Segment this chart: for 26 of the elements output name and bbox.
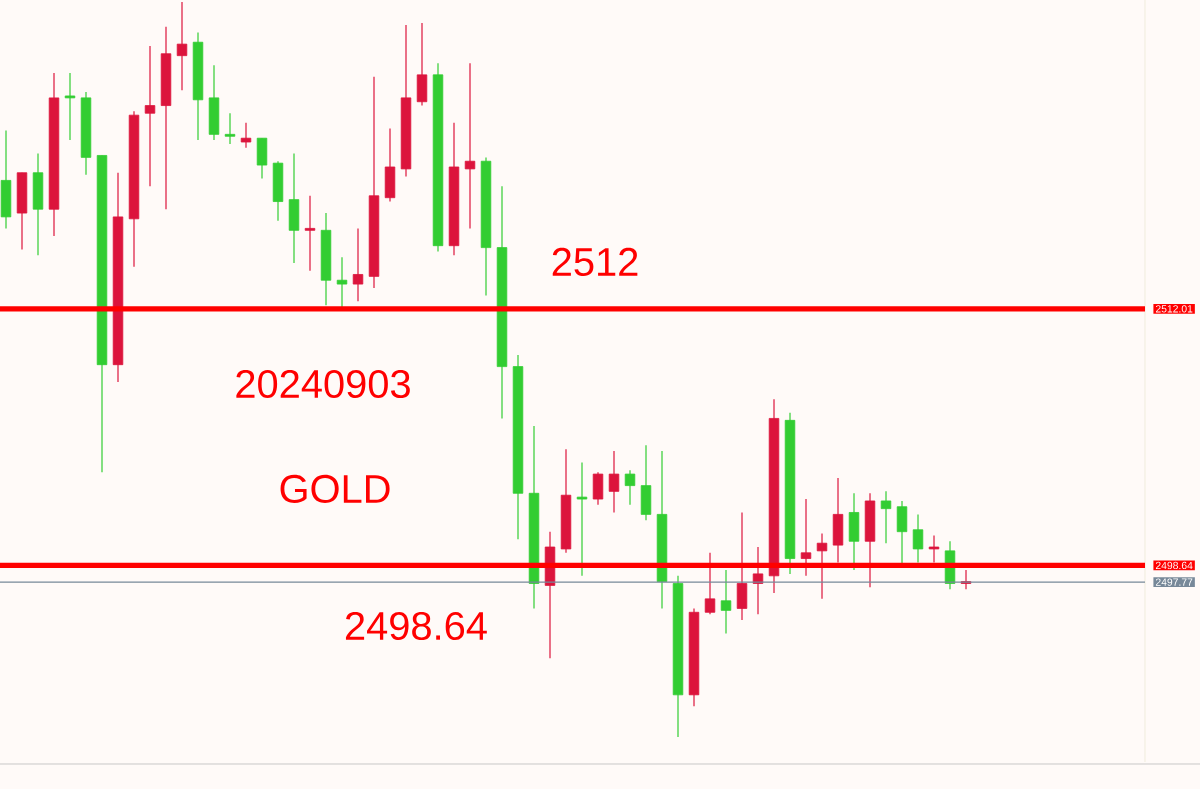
- candlestick: [304, 195, 316, 272]
- candlestick: [224, 112, 236, 145]
- ref-line-label: 2512.01: [1155, 305, 1193, 313]
- annotation: 20240903: [236, 369, 410, 399]
- candlestick: [144, 45, 156, 187]
- candlestick: [176, 1, 188, 91]
- candlestick: [928, 534, 940, 563]
- candlestick: [624, 469, 636, 506]
- candlestick: [352, 227, 364, 302]
- candlestick: [816, 532, 828, 600]
- candlestick: [608, 450, 620, 514]
- annotation: 2498.64: [345, 611, 487, 641]
- candlestick: [464, 62, 476, 229]
- candlestick: [800, 498, 812, 577]
- annotation: GOLD: [280, 474, 390, 504]
- annotation: 2512: [552, 247, 638, 277]
- ref-line-label: 2498.64: [1155, 561, 1193, 570]
- candlestick: [880, 490, 892, 544]
- candlestick: [336, 256, 348, 308]
- candlestick: [240, 122, 252, 149]
- candlestick: [912, 513, 924, 563]
- candlestick: [576, 461, 588, 577]
- ref-line-label: 2497.77: [1155, 578, 1193, 586]
- candlestick: [720, 569, 732, 634]
- candlestick: [64, 72, 76, 141]
- candlestick: [704, 552, 716, 615]
